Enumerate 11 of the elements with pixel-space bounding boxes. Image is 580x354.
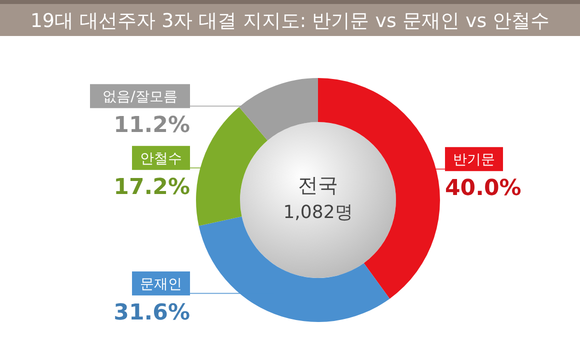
data-label: 11.2% (114, 113, 190, 138)
slice-label: 반기문 (453, 152, 495, 168)
slice-label: 안철수 (140, 150, 182, 167)
data-label: 31.6% (114, 300, 190, 326)
chart-title: 19대 대선주자 3자 대결 지지도: 반기문 vs 문재인 vs 안철수 (30, 10, 550, 32)
slice-label: 문재인 (140, 276, 182, 292)
data-label: 40.0% (445, 176, 522, 202)
data-label: 17.2% (114, 174, 190, 200)
text: 1,082명 (283, 202, 353, 223)
text: 전국 (298, 173, 338, 197)
slice-label: 없음/잘모름 (102, 89, 178, 106)
